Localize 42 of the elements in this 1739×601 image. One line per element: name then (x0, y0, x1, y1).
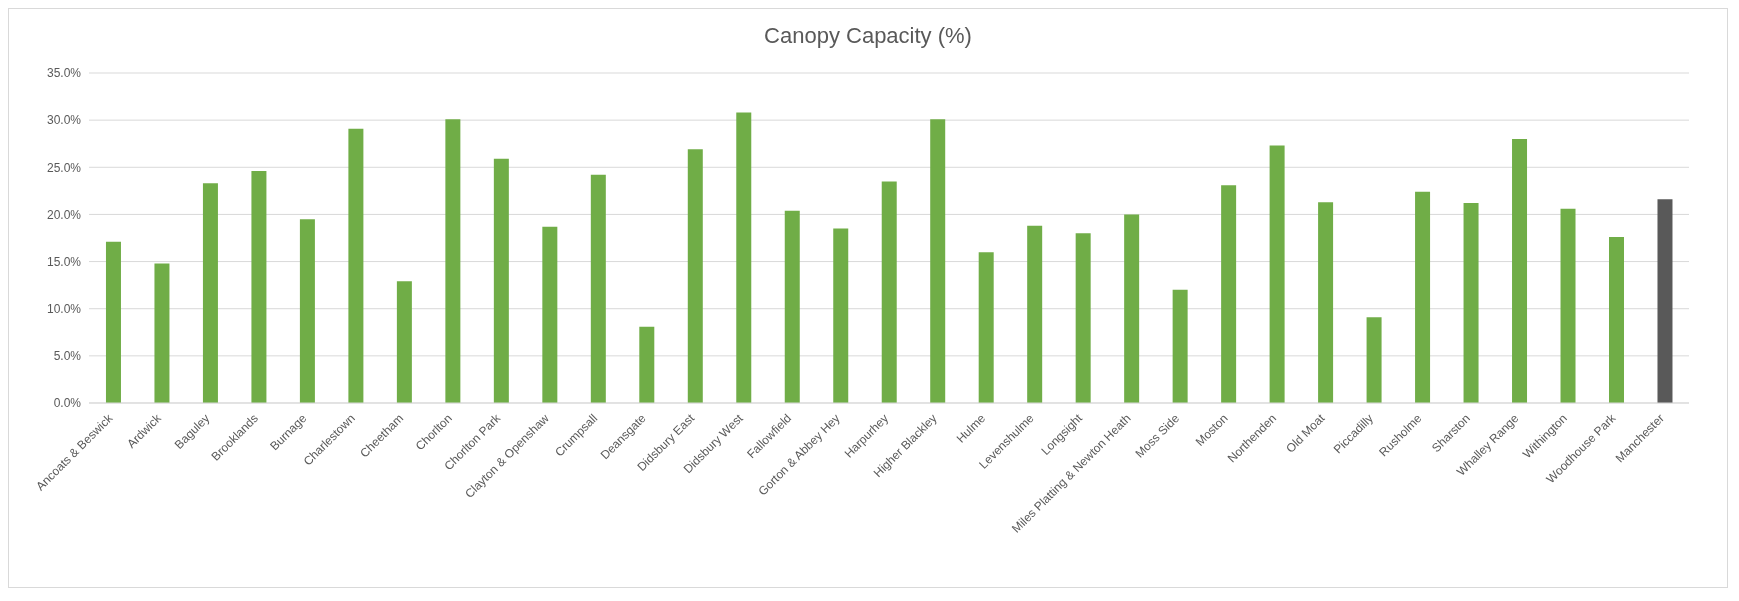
bar (881, 181, 897, 403)
bar (1027, 225, 1043, 403)
bar (251, 171, 267, 403)
bar (1366, 317, 1382, 403)
bar (590, 174, 606, 403)
bar (978, 252, 994, 403)
bar (396, 281, 412, 403)
bar (1269, 145, 1285, 403)
y-tick-label: 15.0% (46, 254, 82, 269)
bar (154, 263, 170, 403)
bar (930, 119, 946, 403)
y-tick-label: 25.0% (46, 160, 82, 175)
bar (542, 226, 558, 403)
bar (736, 112, 752, 403)
bar (784, 210, 800, 403)
bar (105, 241, 121, 403)
bar (348, 128, 364, 403)
y-tick-label: 20.0% (46, 207, 82, 222)
bar (445, 119, 461, 403)
bar (1463, 203, 1479, 403)
y-tick-label: 10.0% (46, 301, 82, 316)
bar (833, 228, 849, 403)
y-tick-label: 0.0% (53, 396, 82, 411)
bar (1657, 199, 1673, 403)
bar (687, 149, 703, 403)
bar (1075, 233, 1091, 403)
bar (202, 183, 218, 403)
bar (639, 326, 655, 403)
bar (1221, 185, 1237, 403)
bar (1560, 208, 1576, 403)
bar (1512, 139, 1528, 403)
bar (299, 219, 315, 403)
bar (1609, 237, 1624, 403)
chart-title: Canopy Capacity (%) (763, 22, 973, 50)
y-tick-label: 30.0% (46, 113, 82, 128)
bar (1124, 214, 1140, 403)
y-tick-label: 5.0% (53, 349, 82, 364)
bar (1172, 289, 1188, 403)
y-tick-label: 35.0% (46, 66, 82, 81)
bar (1415, 191, 1431, 403)
bar (493, 158, 509, 403)
bar (1318, 202, 1334, 403)
